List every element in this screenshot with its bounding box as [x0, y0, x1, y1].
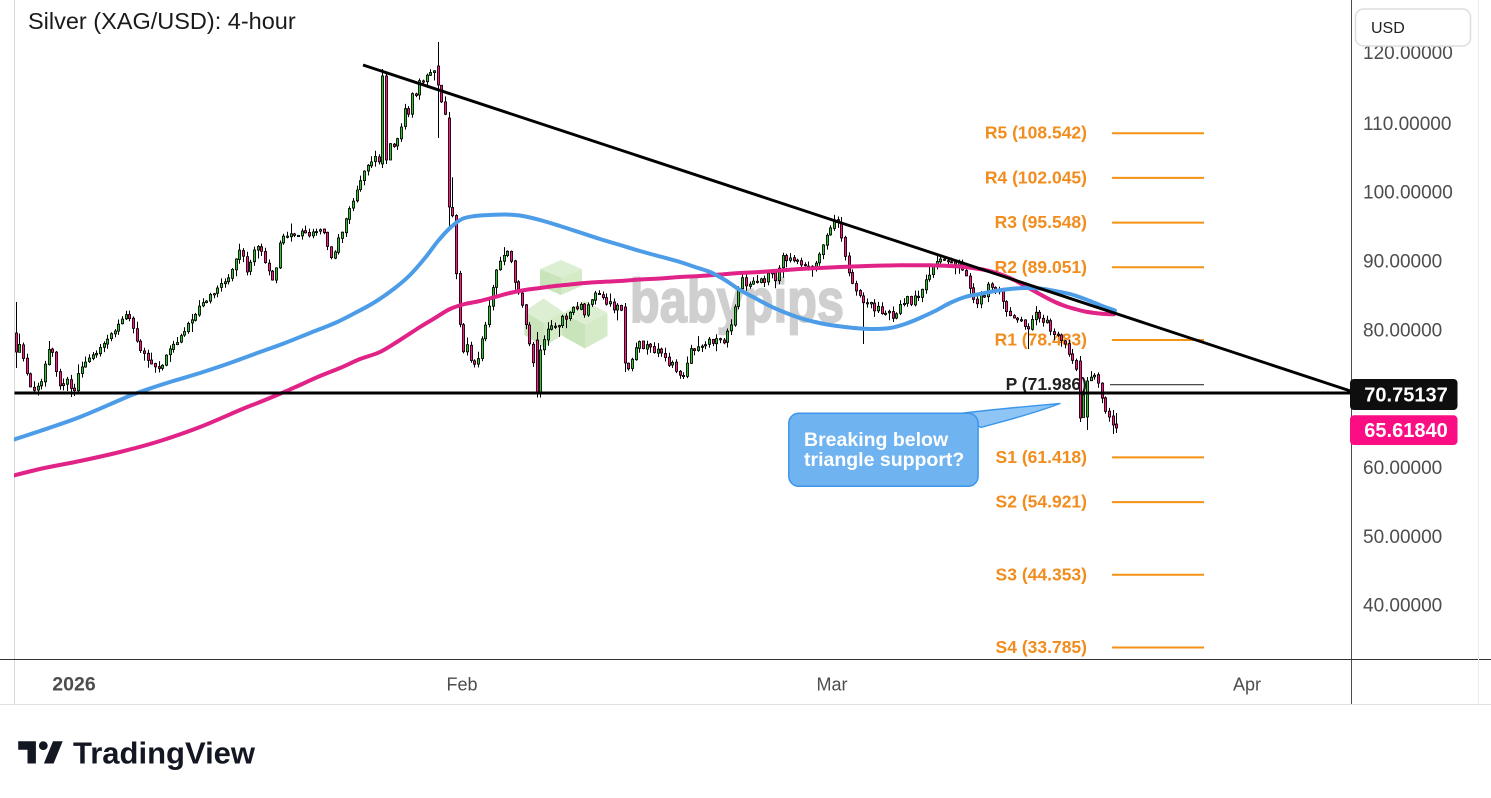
svg-text:Feb: Feb — [446, 675, 477, 695]
svg-text:S1 (61.418): S1 (61.418) — [996, 447, 1087, 467]
svg-text:120.00000: 120.00000 — [1363, 43, 1453, 64]
svg-text:triangle support?: triangle support? — [804, 449, 964, 471]
svg-text:Silver (XAG/USD): 4-hour: Silver (XAG/USD): 4-hour — [28, 8, 296, 34]
svg-text:R5 (108.542): R5 (108.542) — [985, 123, 1087, 143]
svg-text:S4 (33.785): S4 (33.785) — [996, 637, 1087, 657]
svg-text:70.75137: 70.75137 — [1364, 385, 1447, 407]
svg-text:P (71.986): P (71.986) — [1006, 374, 1087, 394]
svg-text:110.00000: 110.00000 — [1363, 114, 1451, 135]
svg-text:R4 (102.045): R4 (102.045) — [985, 167, 1087, 187]
svg-text:R2 (89.051): R2 (89.051) — [995, 257, 1087, 277]
svg-text:2026: 2026 — [52, 674, 96, 696]
svg-text:S3 (44.353): S3 (44.353) — [996, 564, 1087, 584]
svg-text:40.00000: 40.00000 — [1363, 596, 1442, 617]
svg-text:Breaking below: Breaking below — [804, 429, 949, 451]
svg-text:60.00000: 60.00000 — [1363, 458, 1442, 479]
svg-text:R3 (95.548): R3 (95.548) — [995, 212, 1087, 232]
svg-text:R1 (78.483): R1 (78.483) — [995, 330, 1087, 350]
svg-text:100.00000: 100.00000 — [1363, 183, 1453, 204]
svg-text:S2 (54.921): S2 (54.921) — [996, 492, 1087, 512]
svg-text:USD: USD — [1371, 20, 1405, 37]
svg-text:90.00000: 90.00000 — [1363, 252, 1442, 273]
svg-text:TradingView: TradingView — [73, 736, 256, 771]
svg-text:80.00000: 80.00000 — [1363, 320, 1442, 341]
svg-text:50.00000: 50.00000 — [1363, 527, 1442, 548]
svg-text:Apr: Apr — [1233, 675, 1261, 695]
svg-text:65.61840: 65.61840 — [1364, 420, 1447, 442]
svg-text:Mar: Mar — [817, 675, 848, 695]
